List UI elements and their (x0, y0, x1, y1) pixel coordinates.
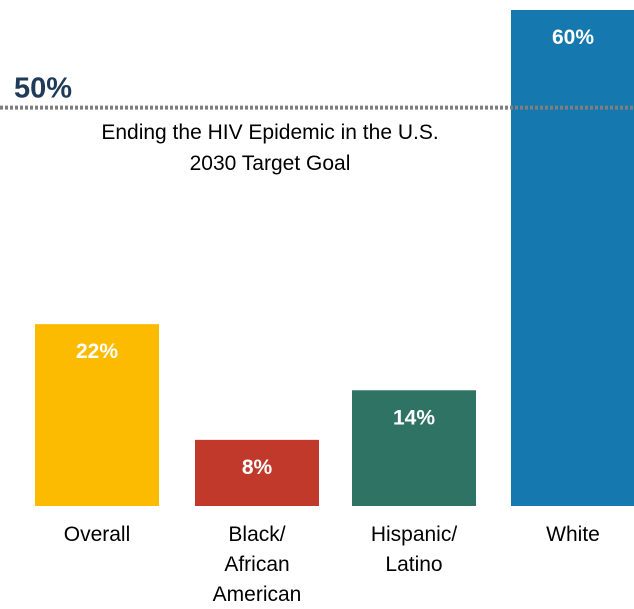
category-label-1-line-0: Black/ (228, 523, 285, 546)
target-value-label: 50% (14, 73, 72, 105)
category-labels-layer: Overall Black/African American Hispanic/Lat… (64, 523, 600, 606)
category-label-1-line-2: American (213, 583, 302, 606)
target-annotation-line-1: Ending the HIV Epidemic in the U.S. (101, 121, 438, 144)
category-label-0-line-0: Overall (64, 523, 131, 546)
target-layer: 50% Ending the HIV Epidemic in the U.S. … (0, 73, 634, 175)
bar-2 (352, 390, 476, 506)
category-label-1-line-1: African (224, 553, 289, 576)
bar-0 (35, 324, 159, 506)
bar-value-label-3: 60% (552, 26, 594, 49)
category-label-2-line-1: Latino (385, 553, 442, 576)
category-label-3-line-0: White (546, 523, 600, 546)
bars-layer: 22% 8% 14% 60% (35, 10, 634, 506)
bar-3 (511, 10, 634, 506)
bar-value-label-2: 14% (393, 406, 435, 429)
bar-value-label-1: 8% (242, 456, 273, 479)
bar-1 (195, 439, 319, 506)
target-annotation-line-2: 2030 Target Goal (190, 152, 351, 175)
bar-value-label-0: 22% (76, 340, 118, 363)
category-label-2-line-0: Hispanic/ (371, 523, 458, 546)
